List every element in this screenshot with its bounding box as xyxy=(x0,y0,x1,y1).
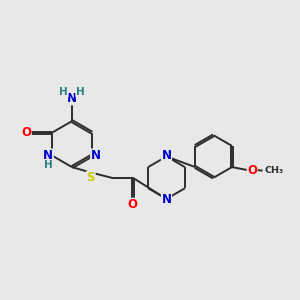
Text: O: O xyxy=(21,126,31,139)
Text: N: N xyxy=(161,193,172,206)
Text: CH₃: CH₃ xyxy=(265,166,284,175)
Text: N: N xyxy=(43,149,53,162)
Text: H: H xyxy=(76,87,85,97)
Text: S: S xyxy=(87,171,95,184)
Text: O: O xyxy=(128,198,138,211)
Text: H: H xyxy=(59,87,68,97)
Text: H: H xyxy=(44,160,52,170)
Text: N: N xyxy=(67,92,77,105)
Text: N: N xyxy=(161,149,172,162)
Text: N: N xyxy=(91,149,101,162)
Text: O: O xyxy=(247,164,257,177)
